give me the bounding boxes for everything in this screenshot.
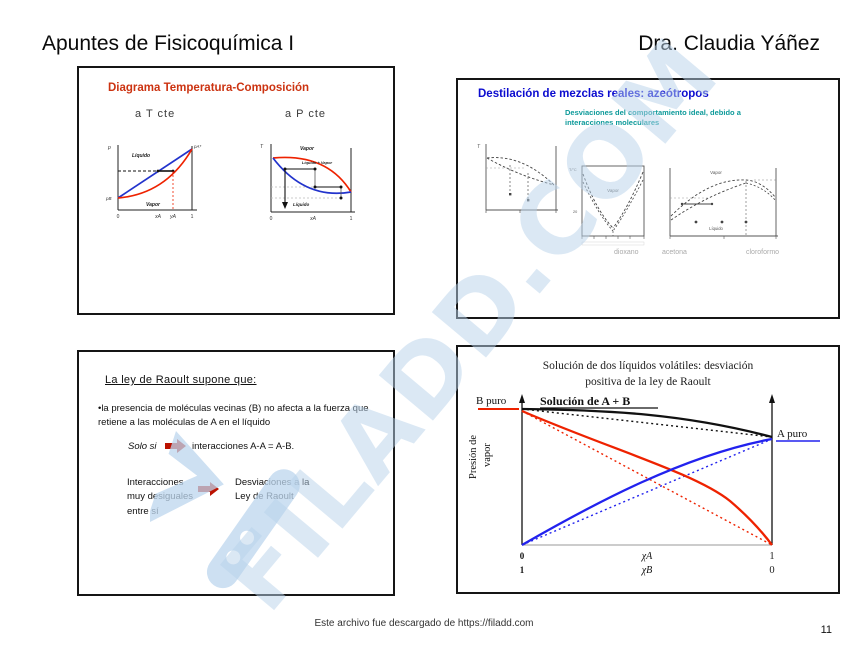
slide2-title: Destilación de mezclas reales: azeótropo… bbox=[478, 88, 709, 100]
vapor-curve bbox=[117, 148, 193, 199]
x-right-top: 1 bbox=[769, 551, 774, 562]
x-mid-bottom: χB bbox=[641, 565, 653, 576]
solo-si-label: Solo si bbox=[128, 441, 157, 452]
tick-xa: xA bbox=[309, 216, 317, 222]
y-axis-label: p bbox=[107, 145, 111, 151]
y-axis-label-2: vapor bbox=[482, 443, 493, 467]
x-right-bottom: 0 bbox=[769, 565, 774, 576]
slide-ley-de-raoult: La ley de Raoult supone que: •la presenc… bbox=[77, 350, 395, 596]
minimum-azeotrope-diagram: Vapor T/°C 20 bbox=[569, 165, 645, 246]
caption-dioxano: dioxano bbox=[614, 249, 639, 256]
caption-p-cte: a P cte bbox=[285, 108, 327, 120]
slide1-title: Diagrama Temperatura-Composición bbox=[108, 82, 310, 94]
x-left-top: 0 bbox=[520, 551, 525, 561]
author-name: Dra. Claudia Yáñez bbox=[638, 32, 820, 55]
block-right-line2: Ley de Raoult bbox=[235, 491, 294, 503]
y-tick-label: 20 bbox=[573, 210, 577, 214]
pa-curve bbox=[521, 437, 773, 546]
caption-cloroformo: cloroformo bbox=[746, 249, 780, 256]
slide-azeotropos: Destilación de mezclas reales: azeótropo… bbox=[456, 78, 840, 319]
block-left-line3: entre sí bbox=[127, 505, 159, 517]
block-left: Interacciones muy desiguales entre sí bbox=[127, 476, 193, 519]
slide-diagrama-temperatura: Diagrama Temperatura-Composición a T cte… bbox=[77, 66, 395, 315]
y-axis-label-1: Presión de bbox=[468, 435, 479, 479]
block-left-line2: muy desiguales bbox=[127, 491, 194, 503]
block-left-line1: Interacciones bbox=[127, 477, 184, 488]
slide3-heading: La ley de Raoult supone que: bbox=[105, 374, 257, 386]
tick-1: 1 bbox=[191, 214, 194, 220]
maximum-azeotrope-diagram: Vapor Líquido bbox=[669, 168, 778, 239]
caption-t-cte: a T cte bbox=[135, 108, 176, 120]
block-right: Desviaciones a la Ley de Raoult bbox=[235, 476, 309, 505]
vapor-curve bbox=[272, 156, 352, 193]
tick-ya: yA bbox=[169, 214, 177, 220]
slide-desviacion-positiva: Solución de dos líquidos volátiles: desv… bbox=[456, 345, 840, 594]
total-pressure-curve bbox=[521, 407, 773, 439]
region-vapor: Vapor bbox=[146, 202, 161, 208]
y-axis-label: T bbox=[260, 144, 264, 150]
a-puro-label: A puro bbox=[777, 428, 808, 440]
pb-curve bbox=[521, 409, 773, 546]
vapor-pressure-chart: B puro Solución de A + B A puro Presión … bbox=[468, 394, 820, 576]
block-right-line1: Desviaciones a la bbox=[235, 477, 310, 488]
footer-text: Este archivo fue descargado de https://f… bbox=[314, 618, 534, 629]
page-number: 11 bbox=[820, 624, 832, 636]
ideal-pa-line bbox=[521, 438, 773, 546]
region-liquido: Líquido bbox=[293, 202, 309, 207]
slide3-bullet: •la presencia de moléculas vecinas (B) n… bbox=[98, 403, 369, 429]
region-vapor: Vapor bbox=[710, 170, 722, 175]
region-liquido: Líquido bbox=[132, 153, 150, 159]
pa-label: pA* bbox=[193, 144, 202, 149]
red-arrow-icon bbox=[198, 482, 219, 496]
tick-0: 0 bbox=[117, 214, 120, 220]
ideal-total-line bbox=[521, 408, 773, 438]
region-liquido-vapor: Líquido + Vapor bbox=[302, 160, 333, 165]
interacciones-eq: interacciones A-A = A-B. bbox=[192, 441, 295, 452]
slide4-title-2: positiva de la ley de Raoult bbox=[585, 376, 711, 388]
liquid-curve bbox=[272, 157, 352, 195]
tick-0: 0 bbox=[270, 216, 273, 222]
ideal-lens-diagram: T bbox=[477, 144, 558, 213]
tick-xa: xA bbox=[154, 214, 162, 220]
y-axis-label: T bbox=[477, 144, 481, 150]
slide2-subtitle-2: interacciones moleculares bbox=[565, 118, 660, 127]
liquid-line bbox=[117, 148, 193, 199]
page-title: Apuntes de Fisicoquímica I bbox=[42, 32, 295, 55]
red-arrow-icon bbox=[165, 439, 186, 453]
temperature-composition-diagram: T Vapor Líquido + Vapor Líquido 0 xA 1 bbox=[260, 144, 355, 222]
caption-acetona: acetona bbox=[662, 249, 687, 256]
x-mid-top: χA bbox=[641, 551, 653, 562]
solution-label: Solución de A + B bbox=[540, 394, 630, 408]
x-left-bottom: 1 bbox=[520, 565, 525, 575]
tick-1: 1 bbox=[350, 216, 353, 222]
pb-label: pB bbox=[105, 196, 112, 201]
y-axis-label: T/°C bbox=[569, 168, 577, 172]
b-puro-label: B puro bbox=[476, 395, 507, 407]
ideal-pb-line bbox=[521, 410, 773, 546]
region-vapor: Vapor bbox=[300, 146, 315, 152]
pressure-composition-diagram: p Líquido Vapor pB pA* 0 xA yA 1 bbox=[105, 144, 202, 220]
region-liquido: Líquido bbox=[709, 226, 723, 231]
slide4-title-1: Solución de dos líquidos volátiles: desv… bbox=[542, 360, 754, 372]
slide2-subtitle-1: Desviaciones del comportamiento ideal, d… bbox=[565, 108, 741, 117]
region-vapor: Vapor bbox=[607, 188, 619, 193]
